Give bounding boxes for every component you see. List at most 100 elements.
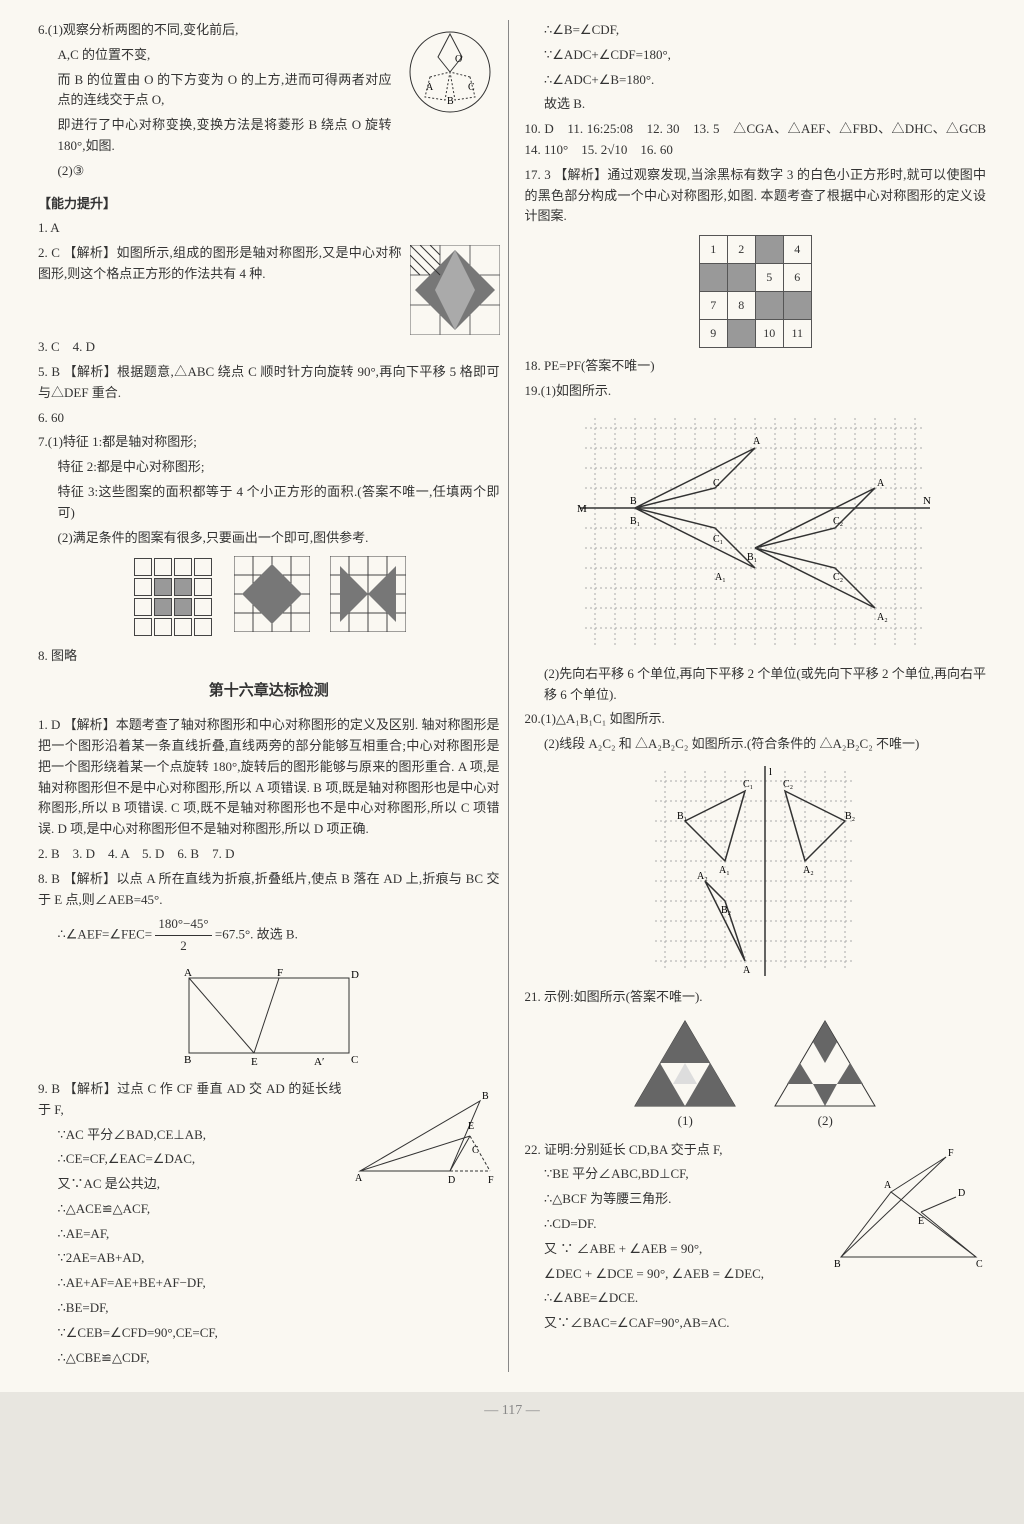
c9-l6: ∴AE+AF=AE+BE+AF−DF, bbox=[38, 1273, 500, 1294]
rt3: 故选 B. bbox=[525, 94, 987, 115]
r21: 21. 示例:如图所示(答案不唯一). bbox=[525, 987, 987, 1008]
svg-text:B: B bbox=[184, 1054, 191, 1066]
r22-l6: 又∵∠BAC=∠CAF=90°,AB=AC. bbox=[525, 1313, 987, 1334]
svg-text:O: O bbox=[455, 54, 462, 65]
circle-diagram-icon: O A C B bbox=[400, 22, 500, 122]
svg-text:l: l bbox=[769, 766, 772, 778]
svg-text:C: C bbox=[351, 1054, 358, 1066]
r20-1: 20.(1)△A₁B₁C₁ 如图所示. bbox=[525, 709, 987, 730]
ability-heading: 【能力提升】 bbox=[38, 194, 500, 215]
c8-formula-suffix: =67.5°. 故选 B. bbox=[215, 927, 298, 942]
svg-text:B: B bbox=[630, 496, 637, 507]
frac-num: 180°−45° bbox=[155, 914, 211, 936]
svg-text:B₁: B₁ bbox=[630, 516, 640, 527]
pattern-pinwheel-icon bbox=[330, 556, 406, 632]
chapter-heading: 第十六章达标检测 bbox=[38, 679, 500, 703]
c8-formula: ∴∠AEF=∠FEC= 180°−45° 2 =67.5°. 故选 B. bbox=[38, 914, 500, 957]
c9-l9: ∴△CBE≌△CDF, bbox=[38, 1348, 500, 1369]
svg-text:A₁: A₁ bbox=[715, 572, 726, 583]
svg-text:M: M bbox=[577, 503, 587, 515]
svg-text:D: D bbox=[351, 969, 359, 981]
c9-l4: ∴AE=AF, bbox=[38, 1224, 500, 1245]
svg-text:A₂: A₂ bbox=[697, 871, 708, 882]
triangle-pattern-1 bbox=[630, 1016, 740, 1111]
svg-text:C₂: C₂ bbox=[783, 779, 793, 790]
svg-text:A₂: A₂ bbox=[877, 612, 888, 623]
r20-2: (2)线段 A₂C₂ 和 △A₂B₂C₂ 如图所示.(符合条件的 △A₂B₂C₂… bbox=[525, 734, 987, 755]
c9-l8: ∵∠CEB=∠CFD=90°,CE=CF, bbox=[38, 1323, 500, 1344]
svg-text:B₁: B₁ bbox=[747, 552, 757, 563]
a7-4: (2)满足条件的图案有很多,只要画出一个即可,图供参考. bbox=[38, 528, 500, 549]
svg-text:C₂: C₂ bbox=[833, 516, 843, 527]
triangle-cf-diagram: A D F E B C bbox=[350, 1081, 500, 1191]
svg-text:E: E bbox=[918, 1216, 924, 1227]
svg-text:E: E bbox=[468, 1121, 474, 1132]
c2: 2. B 3. D 4. A 5. D 6. B 7. D bbox=[38, 844, 500, 865]
svg-text:B: B bbox=[834, 1259, 841, 1270]
svg-text:A: A bbox=[355, 1173, 363, 1184]
svg-text:D: D bbox=[958, 1188, 965, 1199]
svg-text:A: A bbox=[877, 478, 885, 489]
a7-3: 特征 3:这些图案的面积都等于 4 个小正方形的面积.(答案不唯一,任填两个即可… bbox=[38, 482, 500, 524]
coordinate-grid-diagram: MN BAC B₁C₁A₁ B₁C₂A C₂A₂ bbox=[575, 408, 935, 658]
svg-text:C: C bbox=[976, 1259, 983, 1270]
a8: 8. 图略 bbox=[38, 646, 500, 667]
right-column: ∴∠B=∠CDF, ∵∠ADC+∠CDF=180°, ∴∠ADC+∠B=180°… bbox=[509, 20, 995, 1372]
svg-text:B: B bbox=[482, 1091, 489, 1102]
a5: 5. B 【解析】根据题意,△ABC 绕点 C 顺时针方向旋转 90°,再向下平… bbox=[38, 362, 500, 404]
tri-label-2: (2) bbox=[770, 1111, 880, 1132]
svg-text:A: A bbox=[884, 1180, 892, 1191]
triangle-pattern-2 bbox=[770, 1016, 880, 1111]
r19-2: (2)先向右平移 6 个单位,再向下平移 2 个单位(或先向下平移 2 个单位,… bbox=[525, 664, 987, 706]
left-column: O A C B 6.(1)观察分析两图的不同,变化前后, A,C 的位置不变, … bbox=[30, 20, 509, 1372]
a1: 1. A bbox=[38, 218, 500, 239]
c9-l3: ∴△ACE≌△ACF, bbox=[38, 1199, 500, 1220]
c8: 8. B 【解析】以点 A 所在直线为折痕,折叠纸片,使点 B 落在 AD 上,… bbox=[38, 869, 500, 911]
a7-1: 7.(1)特征 1:都是轴对称图形; bbox=[38, 432, 500, 453]
svg-text:B₁: B₁ bbox=[677, 811, 687, 822]
rt0: ∴∠B=∠CDF, bbox=[525, 20, 987, 41]
a7-2: 特征 2:都是中心对称图形; bbox=[38, 457, 500, 478]
triangle-reflection-diagram: l B₁ C₁ A₁ C₂ B₂ A₂ A₂ A B₂ bbox=[645, 761, 865, 981]
c9-l5: ∵2AE=AB+AD, bbox=[38, 1248, 500, 1269]
three-pattern-grids bbox=[38, 556, 500, 638]
rectangle-fold-diagram: AFD BEA′C bbox=[159, 963, 379, 1073]
pattern-diamond-icon bbox=[234, 556, 310, 632]
svg-text:C: C bbox=[468, 82, 475, 93]
tri-label-1: (1) bbox=[630, 1111, 740, 1132]
page-container: O A C B 6.(1)观察分析两图的不同,变化前后, A,C 的位置不变, … bbox=[0, 0, 1024, 1392]
rt2: ∴∠ADC+∠B=180°. bbox=[525, 70, 987, 91]
svg-text:C₂: C₂ bbox=[833, 572, 843, 583]
q6-2: (2)③ bbox=[38, 161, 500, 182]
r18: 18. PE=PF(答案不唯一) bbox=[525, 356, 987, 377]
svg-text:A: A bbox=[743, 965, 751, 976]
svg-text:A: A bbox=[753, 436, 761, 447]
r19-1: 19.(1)如图所示. bbox=[525, 381, 987, 402]
svg-text:F: F bbox=[488, 1175, 494, 1186]
svg-text:A′: A′ bbox=[314, 1056, 324, 1068]
number-grid: 124 56 78 91011 bbox=[699, 235, 812, 348]
frac-den: 2 bbox=[155, 936, 211, 957]
svg-text:D: D bbox=[448, 1175, 455, 1186]
r17: 17. 3 【解析】通过观察发现,当涂黑标有数字 3 的白色小正方形时,就可以使… bbox=[525, 165, 987, 227]
a6: 6. 60 bbox=[38, 408, 500, 429]
c8-formula-prefix: ∴∠AEF=∠FEC= bbox=[58, 927, 153, 942]
proof-triangle-diagram: BC AF ED bbox=[826, 1142, 986, 1272]
svg-text:A: A bbox=[426, 82, 434, 93]
svg-text:C: C bbox=[472, 1145, 479, 1156]
svg-text:B: B bbox=[447, 96, 454, 107]
r22-l5: ∴∠ABE=∠DCE. bbox=[525, 1288, 987, 1309]
svg-text:A: A bbox=[184, 967, 192, 979]
svg-text:F: F bbox=[277, 967, 283, 979]
r10: 10. D 11. 16:25:08 12. 30 13. 5 △CGA、△AE… bbox=[525, 119, 987, 161]
svg-text:B₂: B₂ bbox=[845, 811, 855, 822]
svg-text:B₂: B₂ bbox=[721, 905, 731, 916]
svg-text:N: N bbox=[923, 495, 931, 507]
page-number: — 117 — bbox=[0, 1392, 1024, 1430]
svg-text:C₁: C₁ bbox=[743, 779, 753, 790]
rt1: ∵∠ADC+∠CDF=180°, bbox=[525, 45, 987, 66]
svg-text:C: C bbox=[713, 478, 720, 489]
svg-text:A₁: A₁ bbox=[719, 865, 730, 876]
svg-text:A₂: A₂ bbox=[803, 865, 814, 876]
diamond-grid-icon bbox=[410, 245, 500, 335]
